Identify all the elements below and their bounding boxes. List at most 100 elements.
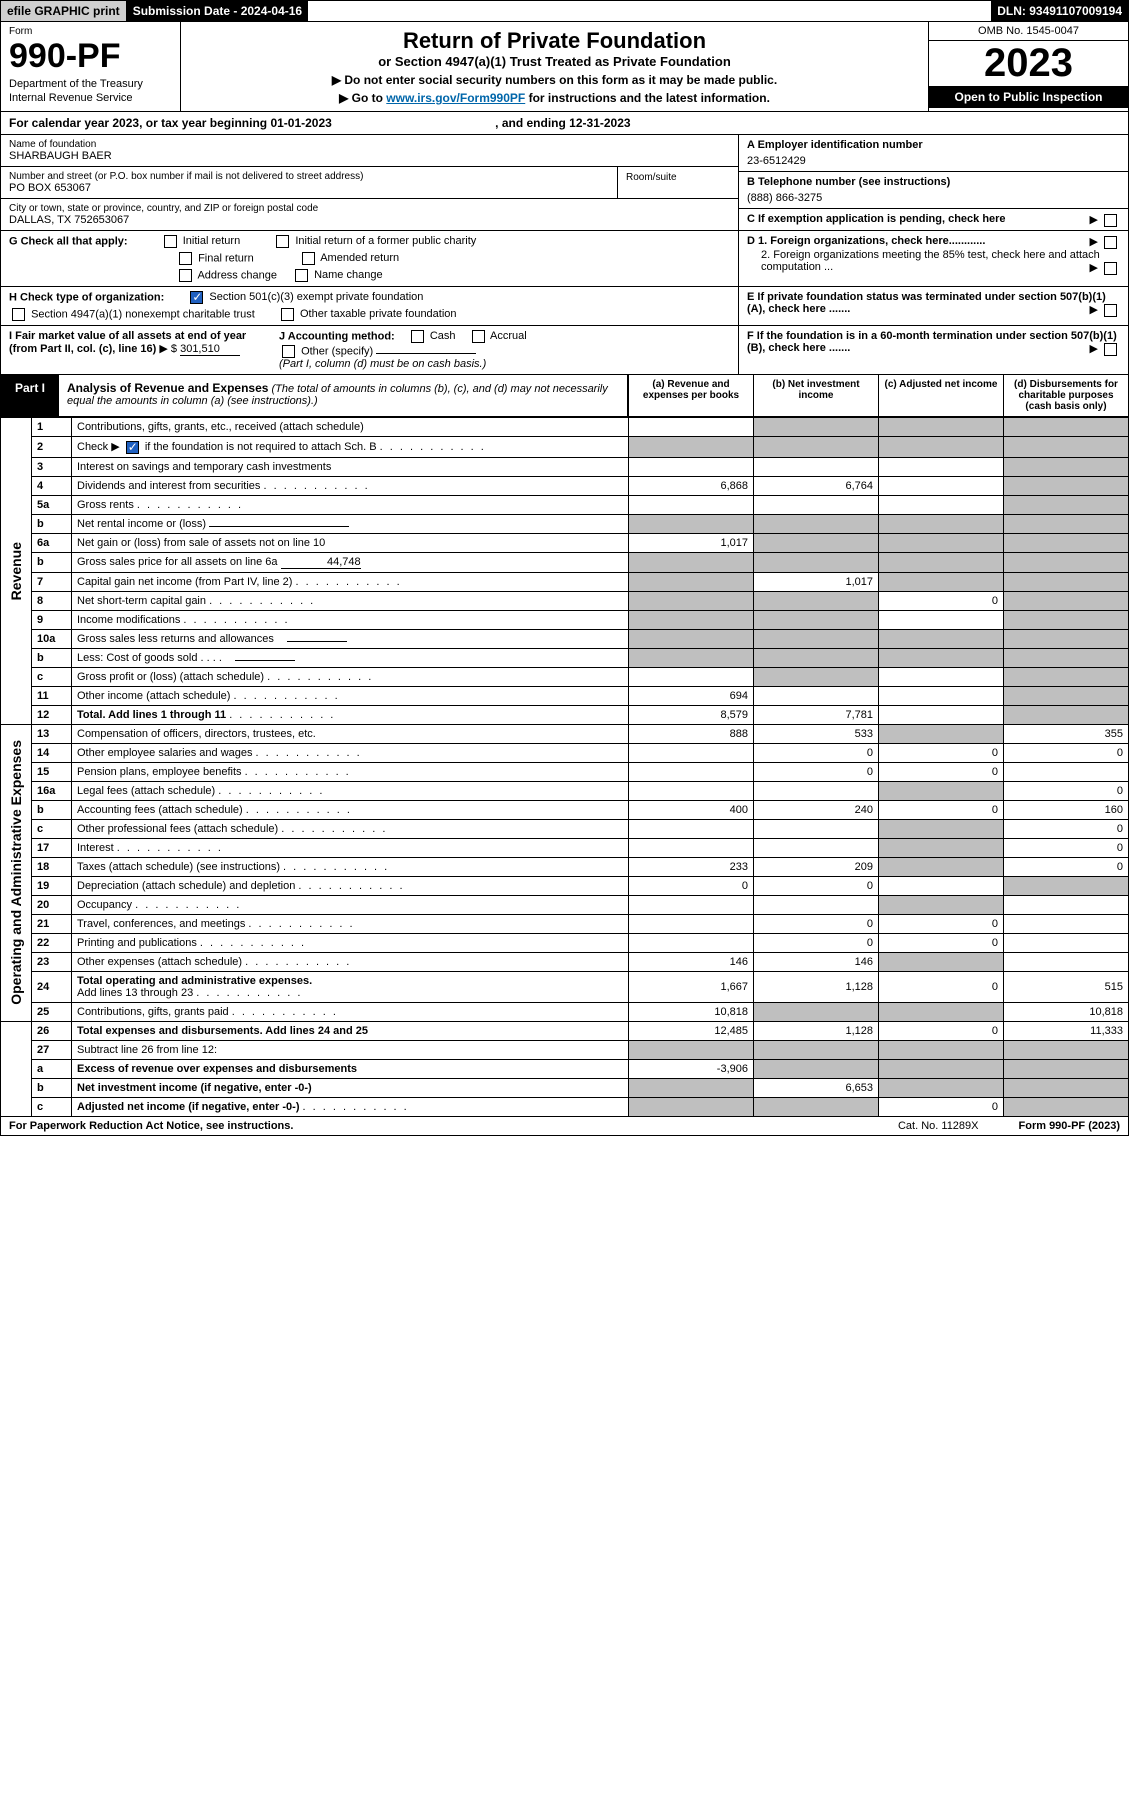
l11-desc: Other income (attach schedule) bbox=[72, 686, 629, 705]
l1-desc: Contributions, gifts, grants, etc., rece… bbox=[72, 418, 629, 437]
l4-b: 6,764 bbox=[754, 476, 879, 495]
j-other-checkbox[interactable] bbox=[282, 345, 295, 358]
l15-desc: Pension plans, employee benefits bbox=[72, 762, 629, 781]
e-checkbox[interactable] bbox=[1104, 304, 1117, 317]
g-initial-checkbox[interactable] bbox=[164, 235, 177, 248]
h-501c3-checkbox[interactable] bbox=[190, 291, 203, 304]
l24-a: 1,667 bbox=[629, 971, 754, 1002]
h-4947-checkbox[interactable] bbox=[12, 308, 25, 321]
g-initial-former-label: Initial return of a former public charit… bbox=[295, 235, 476, 247]
l23-a: 146 bbox=[629, 952, 754, 971]
l2-checkbox[interactable] bbox=[126, 441, 139, 454]
tax-year: 2023 bbox=[929, 41, 1128, 86]
l27c-c: 0 bbox=[879, 1097, 1004, 1116]
c-checkbox[interactable] bbox=[1104, 214, 1117, 227]
l7-desc: Capital gain net income (from Part IV, l… bbox=[72, 572, 629, 591]
f-label: F If the foundation is in a 60-month ter… bbox=[747, 330, 1117, 354]
d1-label: D 1. Foreign organizations, check here..… bbox=[747, 235, 985, 247]
l12-b: 7,781 bbox=[754, 705, 879, 724]
g-initial-former-checkbox[interactable] bbox=[276, 235, 289, 248]
l23-desc: Other expenses (attach schedule) bbox=[72, 952, 629, 971]
l13-d: 355 bbox=[1004, 724, 1129, 743]
f-checkbox[interactable] bbox=[1104, 343, 1117, 356]
dln: DLN: 93491107009194 bbox=[991, 1, 1128, 21]
part1-tag: Part I bbox=[1, 375, 59, 416]
goto-suffix: for instructions and the latest informat… bbox=[525, 91, 770, 105]
l27a-desc: Excess of revenue over expenses and disb… bbox=[72, 1059, 629, 1078]
l11-a: 694 bbox=[629, 686, 754, 705]
l10c-desc: Gross profit or (loss) (attach schedule) bbox=[72, 667, 629, 686]
d1-checkbox[interactable] bbox=[1104, 236, 1117, 249]
g-name-checkbox[interactable] bbox=[295, 269, 308, 282]
l27b-b: 6,653 bbox=[754, 1078, 879, 1097]
l23-b: 146 bbox=[754, 952, 879, 971]
l22-c: 0 bbox=[879, 933, 1004, 952]
col-c-header: (c) Adjusted net income bbox=[878, 375, 1003, 416]
g-final-checkbox[interactable] bbox=[179, 252, 192, 265]
phone-label: B Telephone number (see instructions) bbox=[747, 176, 1120, 188]
col-a-header: (a) Revenue and expenses per books bbox=[628, 375, 753, 416]
h-other-checkbox[interactable] bbox=[281, 308, 294, 321]
l2-desc: Check ▶ if the foundation is not require… bbox=[72, 437, 629, 458]
cal-year-end: , and ending 12-31-2023 bbox=[495, 116, 630, 130]
part1-header: Part I Analysis of Revenue and Expenses … bbox=[0, 375, 1129, 417]
l17-desc: Interest bbox=[72, 838, 629, 857]
l14-desc: Other employee salaries and wages bbox=[72, 743, 629, 762]
g-amended-checkbox[interactable] bbox=[302, 252, 315, 265]
l26-a: 12,485 bbox=[629, 1021, 754, 1040]
j-accrual-label: Accrual bbox=[490, 330, 527, 342]
l16a-d: 0 bbox=[1004, 781, 1129, 800]
revenue-sidebar: Revenue bbox=[6, 534, 26, 608]
j-other-label: Other (specify) bbox=[301, 345, 373, 357]
g-final-label: Final return bbox=[198, 252, 254, 264]
efile-print-button[interactable]: efile GRAPHIC print bbox=[1, 1, 127, 21]
j-accrual-checkbox[interactable] bbox=[472, 330, 485, 343]
l18-a: 233 bbox=[629, 857, 754, 876]
j-cash-checkbox[interactable] bbox=[411, 330, 424, 343]
l5a-desc: Gross rents bbox=[72, 495, 629, 514]
l25-a: 10,818 bbox=[629, 1002, 754, 1021]
l16b-desc: Accounting fees (attach schedule) bbox=[72, 800, 629, 819]
form-url-link[interactable]: www.irs.gov/Form990PF bbox=[386, 91, 525, 105]
j-cash-label: Cash bbox=[430, 330, 456, 342]
l25-desc: Contributions, gifts, grants paid bbox=[72, 1002, 629, 1021]
l13-desc: Compensation of officers, directors, tru… bbox=[72, 724, 629, 743]
h-other-label: Other taxable private foundation bbox=[300, 308, 457, 320]
l15-c: 0 bbox=[879, 762, 1004, 781]
l12-desc: Total. Add lines 1 through 11 bbox=[72, 705, 629, 724]
col-b-header: (b) Net investment income bbox=[753, 375, 878, 416]
d2-checkbox[interactable] bbox=[1104, 262, 1117, 275]
g-initial-label: Initial return bbox=[183, 235, 240, 247]
l16a-desc: Legal fees (attach schedule) bbox=[72, 781, 629, 800]
l19-b: 0 bbox=[754, 876, 879, 895]
financial-table: Revenue 1Contributions, gifts, grants, e… bbox=[0, 417, 1129, 1117]
l13-a: 888 bbox=[629, 724, 754, 743]
dept-treasury: Department of the Treasury bbox=[9, 78, 172, 90]
top-bar: efile GRAPHIC print Submission Date - 20… bbox=[0, 0, 1129, 22]
l10b-desc: Less: Cost of goods sold . . . . bbox=[72, 648, 629, 667]
l25-d: 10,818 bbox=[1004, 1002, 1129, 1021]
l18-desc: Taxes (attach schedule) (see instruction… bbox=[72, 857, 629, 876]
l24-d: 515 bbox=[1004, 971, 1129, 1002]
ein-label: A Employer identification number bbox=[747, 139, 1120, 151]
foundation-name: SHARBAUGH BAER bbox=[9, 150, 730, 162]
l14-b: 0 bbox=[754, 743, 879, 762]
form-number: 990-PF bbox=[9, 37, 172, 76]
calendar-year-row: For calendar year 2023, or tax year begi… bbox=[0, 112, 1129, 135]
l19-desc: Depreciation (attach schedule) and deple… bbox=[72, 876, 629, 895]
h-row: H Check type of organization: Section 50… bbox=[0, 287, 1129, 326]
l27b-desc: Net investment income (if negative, ente… bbox=[72, 1078, 629, 1097]
i-value: 301,510 bbox=[180, 343, 240, 356]
ssn-note: ▶ Do not enter social security numbers o… bbox=[187, 73, 922, 87]
irs-label: Internal Revenue Service bbox=[9, 92, 172, 104]
d2-label: 2. Foreign organizations meeting the 85%… bbox=[761, 249, 1100, 273]
l18-b: 209 bbox=[754, 857, 879, 876]
l24-b: 1,128 bbox=[754, 971, 879, 1002]
l13-b: 533 bbox=[754, 724, 879, 743]
j-note: (Part I, column (d) must be on cash basi… bbox=[279, 358, 730, 370]
phone-value: (888) 866-3275 bbox=[747, 192, 1120, 204]
l14-d: 0 bbox=[1004, 743, 1129, 762]
h-501c3-label: Section 501(c)(3) exempt private foundat… bbox=[209, 291, 423, 303]
l22-b: 0 bbox=[754, 933, 879, 952]
g-address-checkbox[interactable] bbox=[179, 269, 192, 282]
